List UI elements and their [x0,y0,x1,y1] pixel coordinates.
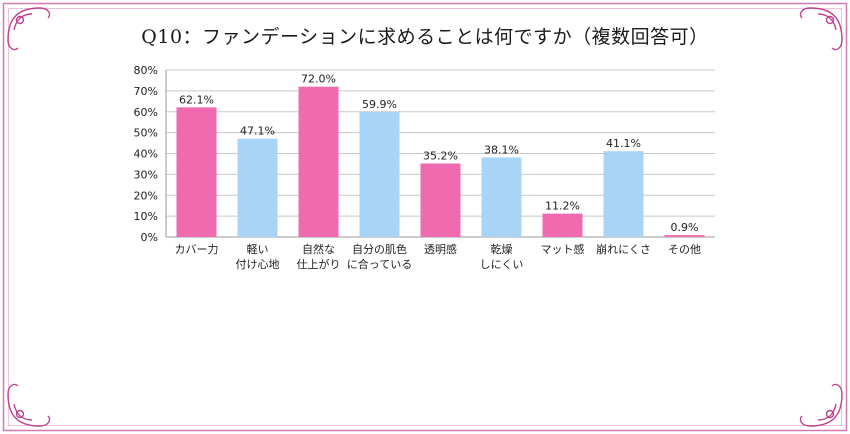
data-label: 59.9% [362,98,397,111]
y-tick-label: 0% [141,231,158,244]
category-label: 崩れにくさ [596,242,651,256]
bar [237,138,278,237]
y-tick-label: 50% [134,127,158,140]
data-label: 35.2% [423,150,458,163]
category-label: 乾燥しにくい [480,243,524,271]
y-tick-label: 30% [134,168,158,181]
corner-ornament-bottom-left [7,383,51,427]
y-tick-label: 60% [134,106,158,119]
category-label: 透明感 [424,243,457,256]
category-label: カバー力 [175,243,219,256]
chart-title: Q10：ファンデーションに求めることは何ですか（複数回答可） [141,26,709,48]
category-label: その他 [668,243,701,256]
corner-ornament-top-left [7,7,51,51]
data-label: 38.1% [484,143,519,156]
data-label: 0.9% [671,221,699,234]
bars [176,86,705,238]
category-label: 自分の肌色に合っている [347,242,412,271]
bar [298,86,339,237]
data-label: 72.0% [301,73,336,86]
corner-ornament-bottom-right [799,383,843,427]
bar [176,107,217,238]
data-label: 62.1% [179,93,214,106]
y-tick-label: 10% [134,210,158,223]
bar [664,235,705,237]
y-tick-label: 40% [134,148,158,161]
y-tick-label: 70% [134,85,158,98]
bar [481,157,522,237]
category-label: マット感 [541,243,585,256]
bar [359,111,400,237]
bar [542,213,583,237]
data-labels: 62.1% 47.1% 72.0% 59.9% 35.2% 38.1% 11.2% 41.1%… [179,73,698,234]
y-axis-ticks: 0% 10% 20% 30% 40% 50% 60% 70% 80% [134,64,158,244]
y-tick-label: 20% [134,189,158,202]
bar [420,163,461,237]
corner-ornament-top-right [799,7,843,51]
y-tick-label: 80% [134,64,158,77]
data-label: 47.1% [240,125,275,138]
bar [603,151,644,237]
data-label: 11.2% [545,200,580,213]
data-label: 41.1% [606,137,641,150]
category-label: 自然な仕上がり [297,242,341,271]
category-label: 軽い付け心地 [236,243,280,271]
